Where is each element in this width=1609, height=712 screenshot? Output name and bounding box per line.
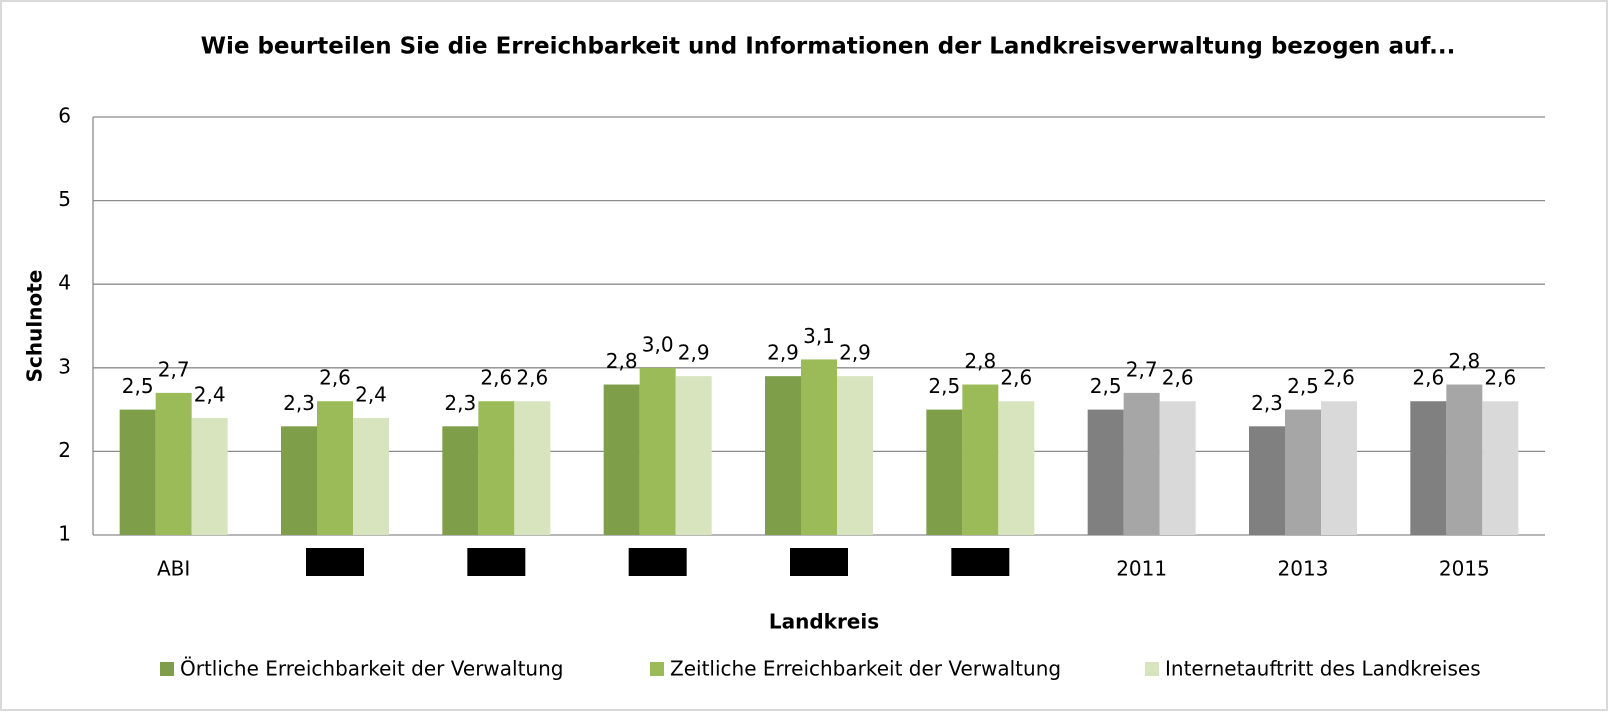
value-label: 2,6 [480, 366, 512, 390]
bar [603, 384, 640, 535]
value-label: 2,6 [1323, 366, 1355, 390]
value-label: 2,5 [1090, 374, 1122, 398]
value-label: 3,1 [803, 324, 835, 348]
bar [155, 392, 192, 535]
bar [478, 401, 515, 535]
bar [1159, 401, 1196, 535]
redaction [628, 548, 687, 576]
y-tick-label: 6 [58, 104, 71, 128]
x-tick-label: 2011 [1116, 557, 1167, 581]
bar [639, 367, 676, 535]
y-tick-label: 1 [58, 522, 71, 546]
value-label: 2,6 [319, 366, 351, 390]
legend-swatch [1145, 662, 1159, 676]
value-label: 2,8 [964, 349, 996, 373]
value-label: 2,5 [122, 374, 154, 398]
bar [765, 376, 801, 535]
value-label: 2,4 [355, 382, 387, 406]
redaction [790, 548, 848, 576]
y-tick-label: 3 [58, 354, 71, 378]
x-tick-label: 2013 [1278, 557, 1329, 581]
bar [926, 409, 963, 535]
bar [281, 426, 317, 535]
redaction [951, 548, 1010, 576]
y-tick-label: 5 [58, 187, 71, 211]
value-label: 2,6 [1412, 366, 1444, 390]
legend-label: Zeitliche Erreichbarkeit der Verwaltung [670, 657, 1061, 681]
bar [801, 359, 837, 535]
value-label: 2,6 [1484, 366, 1516, 390]
x-tick-label: ABI [157, 557, 190, 581]
x-axis-label: Landkreis [769, 610, 879, 634]
value-label: 2,3 [283, 391, 315, 415]
bar [1123, 392, 1160, 535]
x-tick-label: 2015 [1439, 557, 1490, 581]
value-label: 2,7 [1126, 357, 1158, 381]
bar [317, 401, 353, 535]
legend-label: Örtliche Erreichbarkeit der Verwaltung [180, 657, 563, 681]
bar [1446, 384, 1483, 535]
value-label: 2,7 [158, 357, 190, 381]
legend-label: Internetauftritt des Landkreises [1165, 657, 1481, 681]
value-label: 2,9 [839, 341, 871, 365]
bar [119, 409, 156, 535]
bar [1410, 401, 1447, 535]
bar [837, 376, 873, 535]
bar [1482, 401, 1519, 535]
value-label: 2,5 [928, 374, 960, 398]
bar [675, 376, 712, 535]
legend-swatch [160, 662, 174, 676]
value-label: 3,0 [642, 332, 674, 356]
value-label: 2,3 [1251, 391, 1283, 415]
chart-title: Wie beurteilen Sie die Erreichbarkeit un… [201, 34, 1456, 60]
value-label: 2,8 [606, 349, 638, 373]
bar [514, 401, 551, 535]
bar [1285, 409, 1321, 535]
value-label: 2,5 [1287, 374, 1319, 398]
y-tick-label: 4 [58, 271, 71, 295]
value-label: 2,9 [767, 341, 799, 365]
value-label: 2,6 [516, 366, 548, 390]
value-label: 2,6 [1162, 366, 1194, 390]
value-label: 2,6 [1000, 366, 1032, 390]
bar [1249, 426, 1285, 535]
value-label: 2,4 [194, 382, 226, 406]
value-label: 2,3 [444, 391, 476, 415]
bar [442, 426, 479, 535]
bar [962, 384, 999, 535]
bar [191, 417, 228, 535]
legend-swatch [650, 662, 664, 676]
redaction [306, 548, 364, 576]
value-label: 2,8 [1448, 349, 1480, 373]
bar [353, 417, 389, 535]
bar [1087, 409, 1124, 535]
y-tick-label: 2 [58, 438, 71, 462]
redaction [467, 548, 526, 576]
value-label: 2,9 [678, 341, 710, 365]
y-axis-label: Schulnote [23, 270, 47, 383]
bar [998, 401, 1035, 535]
bar [1321, 401, 1357, 535]
